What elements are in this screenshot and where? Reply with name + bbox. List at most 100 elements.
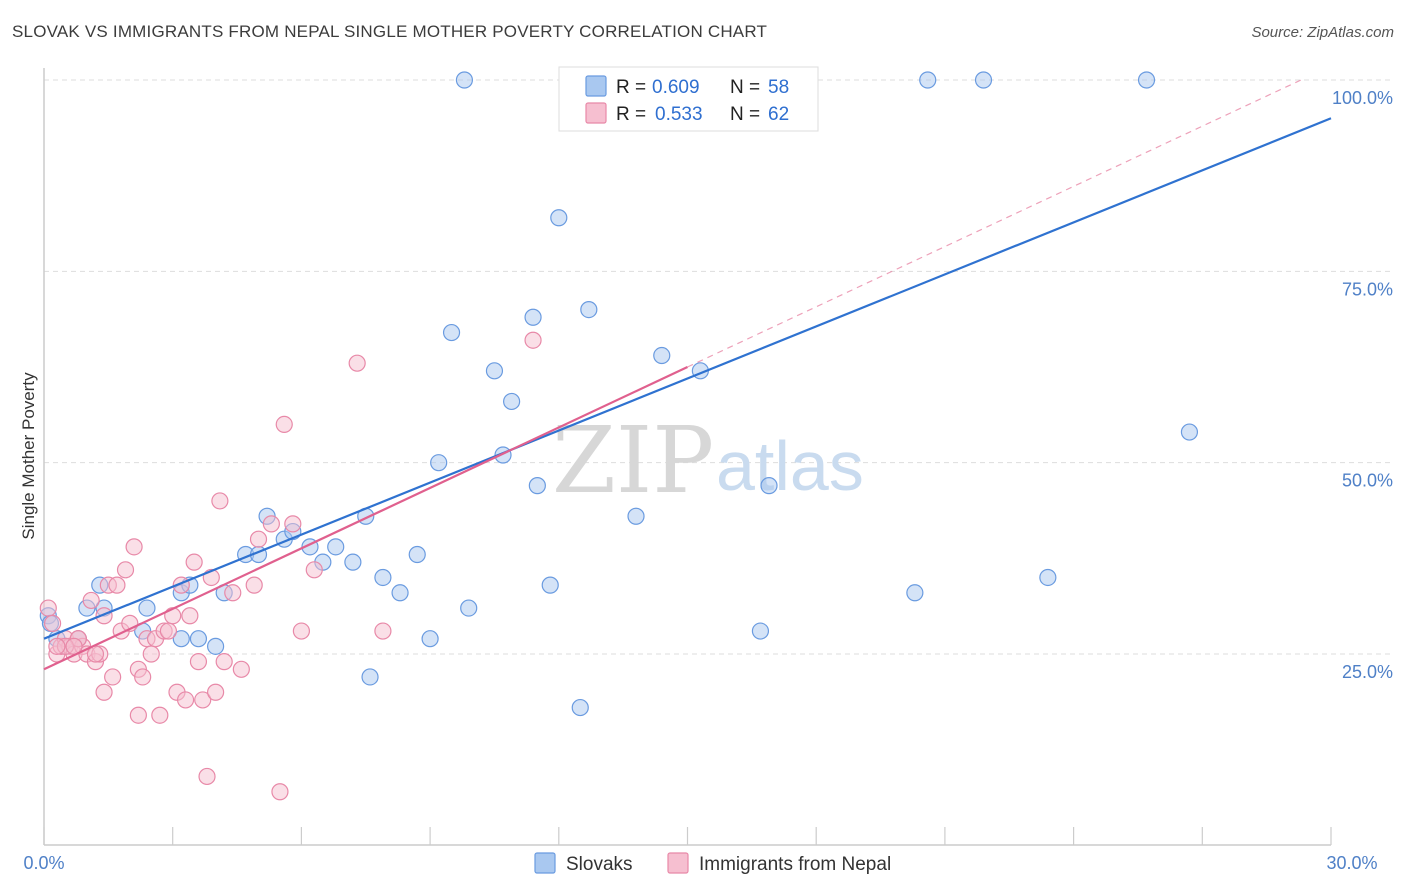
- nepal-point-48: [262, 515, 280, 533]
- slovaks-point-49: [760, 477, 778, 495]
- bottom-legend-label-slovaks: Slovaks: [566, 854, 633, 875]
- nepal-point-28: [151, 706, 169, 724]
- slovaks-point-10: [172, 630, 190, 648]
- slovaks-point-56: [1180, 423, 1199, 441]
- slovaks-point-30: [430, 454, 448, 472]
- y-tick-label-50: 50.0%: [1342, 471, 1393, 491]
- slovaks-point-51: [906, 584, 924, 602]
- slovaks-point-53: [974, 71, 993, 89]
- nepal-point-53: [305, 561, 323, 579]
- slovaks-point-42: [580, 301, 598, 319]
- watermark: ZIP atlas: [552, 407, 864, 514]
- trend-lines: [43, 79, 1332, 671]
- y-tick-label-75: 75.0%: [1342, 279, 1393, 299]
- slovaks-point-43: [627, 507, 645, 525]
- slovaks-point-34: [485, 362, 504, 380]
- nepal-point-23: [129, 706, 147, 724]
- watermark-atlas: atlas: [716, 427, 864, 505]
- y-tick-label-25: 25.0%: [1342, 662, 1393, 682]
- slovaks-point-26: [374, 568, 392, 587]
- nepal-point-44: [224, 584, 242, 602]
- slovaks-point-27: [391, 584, 409, 602]
- slovaks-point-28: [408, 545, 426, 564]
- nepal-point-1: [43, 614, 62, 632]
- slovaks-trend-line: [43, 117, 1332, 640]
- nepal-point-46: [245, 576, 263, 594]
- bottom-legend-swatch-slovaks: [534, 852, 556, 874]
- nepal-point-21: [125, 538, 143, 556]
- nepal-point-31: [164, 607, 182, 625]
- slovaks-point-33: [455, 71, 474, 89]
- slovaks-point-36: [503, 392, 521, 411]
- nepal-point-52: [292, 622, 310, 640]
- slovaks-point-25: [361, 668, 379, 686]
- slovaks-point-12: [189, 630, 208, 648]
- x-ticks: [43, 827, 1332, 845]
- nepal-point-50: [275, 415, 293, 433]
- y-tick-labels: 25.0% 50.0% 75.0% 100.0%: [1332, 88, 1393, 682]
- slovaks-point-37: [524, 308, 542, 326]
- nepal-point-16: [104, 668, 122, 686]
- legend-n-value-slovaks: 58: [768, 77, 789, 98]
- nepal-point-41: [207, 683, 225, 701]
- nepal-trend-extension: [687, 79, 1302, 368]
- nepal-point-14: [95, 683, 113, 701]
- slovaks-point-54: [1039, 568, 1057, 587]
- bottom-legend-label-nepal: Immigrants from Nepal: [699, 854, 891, 875]
- legend-r-value-nepal: 0.533: [655, 104, 703, 125]
- nepal-point-19: [116, 561, 135, 579]
- correlation-legend: R = 0.609 N = 58 R = 0.533 N = 62: [558, 66, 819, 132]
- slovaks-point-29: [421, 630, 439, 648]
- y-tick-label-100: 100.0%: [1332, 88, 1393, 108]
- slovaks-point-13: [207, 637, 225, 655]
- slovaks-point-48: [751, 622, 770, 640]
- nepal-point-35: [181, 607, 199, 625]
- nepal-point-26: [142, 645, 160, 663]
- nepal-point-34: [176, 691, 195, 709]
- nepal-point-39: [198, 767, 216, 786]
- nepal-point-37: [189, 653, 208, 671]
- slovaks-point-41: [571, 698, 589, 717]
- nepal-point-43: [215, 653, 233, 671]
- slovaks-point-23: [344, 553, 362, 571]
- slovaks-point-40: [550, 209, 568, 227]
- legend-r-label-nepal: R =: [616, 104, 646, 125]
- slovaks-point-44: [653, 346, 671, 365]
- nepal-trend-line: [43, 366, 688, 671]
- legend-r-label-slovaks: R =: [616, 77, 646, 98]
- nepal-point-47: [249, 530, 268, 548]
- slovaks-point-31: [442, 323, 461, 342]
- series-legend: Slovaks Immigrants from Nepal: [534, 852, 891, 875]
- nepal-point-51: [284, 515, 302, 533]
- nepal-point-42: [211, 492, 229, 510]
- slovaks-point-22: [327, 538, 345, 556]
- nepal-point-55: [374, 622, 392, 640]
- slovaks-point-39: [541, 576, 559, 594]
- slovaks-point-8: [138, 599, 156, 617]
- nepal-point-54: [348, 354, 366, 372]
- nepal-point-0: [39, 599, 57, 617]
- y-axis-title: Single Mother Poverty: [19, 372, 38, 540]
- watermark-zip: ZIP: [552, 407, 714, 514]
- x-tick-label-max: 30.0%: [1326, 853, 1377, 873]
- nepal-point-45: [232, 660, 250, 678]
- nepal-point-24: [134, 668, 152, 686]
- source-label: Source: ZipAtlas.com: [1251, 24, 1394, 41]
- legend-n-label-nepal: N =: [730, 104, 760, 125]
- nepal-point-10: [82, 591, 100, 610]
- legend-swatch-slovaks: [585, 75, 607, 97]
- nepal-point-17: [108, 576, 126, 594]
- nepal-point-60: [48, 637, 66, 655]
- slovaks-point-32: [460, 599, 478, 617]
- bottom-legend-swatch-nepal: [667, 852, 689, 874]
- nepal-point-38: [194, 691, 212, 709]
- nepal-point-56: [524, 331, 542, 349]
- slovaks-point-55: [1137, 71, 1156, 89]
- legend-n-label-slovaks: N =: [730, 77, 760, 98]
- nepal-point-30: [159, 622, 178, 640]
- slovaks-point-38: [528, 477, 546, 495]
- chart-title: SLOVAK VS IMMIGRANTS FROM NEPAL SINGLE M…: [12, 22, 768, 41]
- x-tick-label-min: 0.0%: [23, 853, 64, 873]
- nepal-point-36: [185, 553, 203, 571]
